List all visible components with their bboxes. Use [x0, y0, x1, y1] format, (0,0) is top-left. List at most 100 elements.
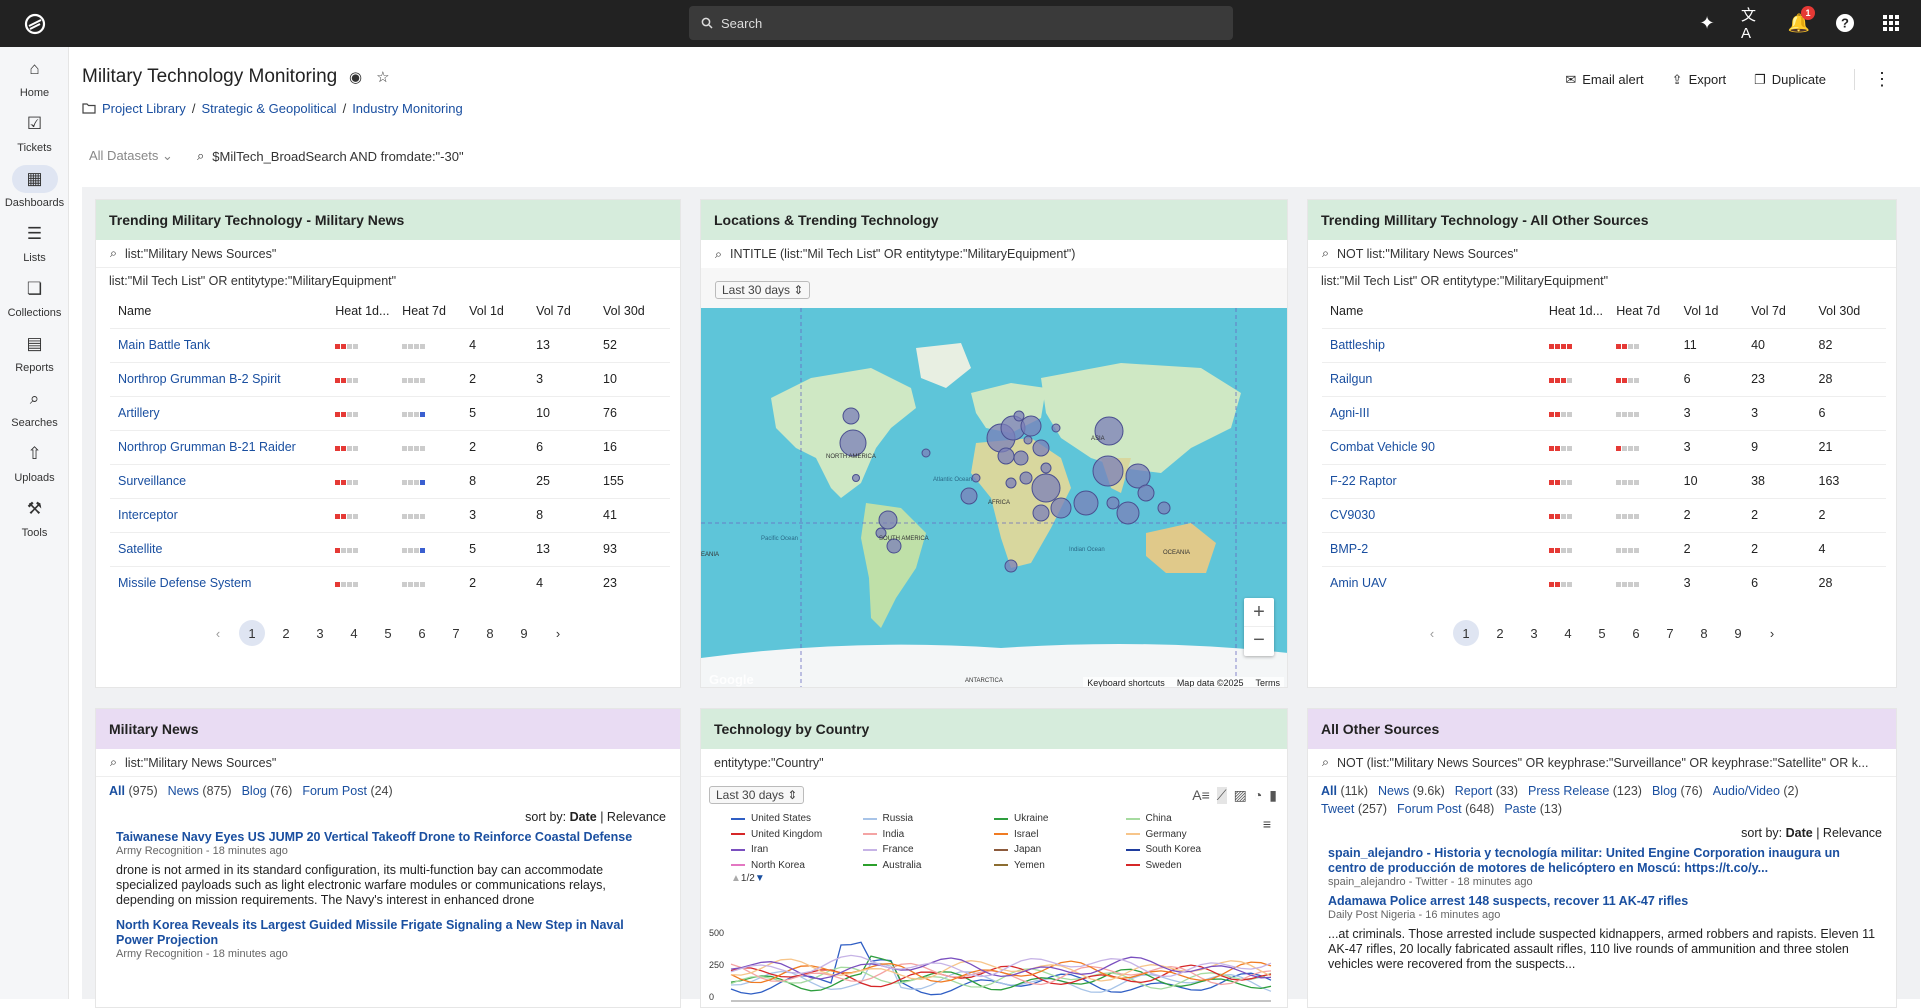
terms-link[interactable]: Terms — [1255, 678, 1281, 688]
filter-news[interactable]: News (875) — [168, 784, 232, 798]
chart-type-line-icon[interactable]: ⟋ — [1216, 787, 1227, 804]
legend-item[interactable]: Australia — [862, 860, 995, 872]
filter-audio-video[interactable]: Audio/Video (2) — [1713, 784, 1799, 798]
filter-press-release[interactable]: Press Release (123) — [1528, 784, 1642, 798]
sidebar-item-lists[interactable]: ☰ Lists — [0, 220, 69, 264]
column-header[interactable]: Name — [118, 303, 152, 318]
sidebar-item-reports[interactable]: ▤ Reports — [0, 330, 69, 374]
pager-page-5[interactable]: 5 — [384, 625, 392, 641]
date-range-select[interactable]: Last 30 days ⇕ — [709, 786, 805, 804]
news-title-link[interactable]: Taiwanese Navy Eyes US JUMP 20 Vertical … — [116, 830, 633, 844]
entity-link[interactable]: Combat Vehicle 90 — [1330, 440, 1435, 454]
breadcrumb-industry-monitoring[interactable]: Industry Monitoring — [352, 101, 463, 116]
world-map[interactable]: NORTH AMERICA SOUTH AMERICA AFRICA ASIA … — [701, 308, 1287, 688]
translate-icon[interactable]: 文A — [1741, 7, 1757, 42]
sort-date-option[interactable]: Date — [1785, 826, 1813, 840]
legend-item[interactable]: United States — [731, 813, 863, 825]
column-header[interactable]: Vol 7d — [1751, 303, 1786, 318]
export-button[interactable]: ⇪ Export — [1672, 72, 1726, 88]
legend-item[interactable]: North Korea — [731, 860, 863, 872]
sidebar-item-searches[interactable]: ⌕ Searches — [0, 385, 69, 429]
entity-link[interactable]: Amin UAV — [1330, 576, 1387, 591]
entity-link[interactable]: Missile Defense System — [118, 576, 252, 591]
pager-page-4[interactable]: 4 — [350, 625, 358, 641]
legend-item[interactable]: Russia — [862, 813, 995, 825]
filter-paste[interactable]: Paste (13) — [1504, 802, 1562, 816]
entity-link[interactable]: Artillery — [118, 406, 160, 420]
pager-page-2[interactable]: 2 — [282, 625, 290, 641]
column-header[interactable]: Vol 30d — [603, 303, 645, 318]
zoom-out-button[interactable]: − — [1253, 629, 1265, 651]
filter-all[interactable]: All (975) — [109, 784, 158, 798]
entity-link[interactable]: Surveillance — [118, 474, 187, 488]
filter-news[interactable]: News (9.6k) — [1378, 784, 1445, 798]
sidebar-item-tickets[interactable]: ☑ Tickets — [0, 110, 69, 154]
legend-item[interactable]: Germany — [1125, 829, 1258, 841]
pager-page-3[interactable]: 3 — [316, 625, 324, 641]
entity-link[interactable]: Agni-III — [1330, 406, 1370, 420]
filter-blog[interactable]: Blog (76) — [1652, 784, 1703, 798]
chart-type-pie-icon[interactable]: ◔ — [1253, 787, 1263, 803]
legend-item[interactable]: Ukraine — [994, 813, 1126, 825]
pager-page-3[interactable]: 3 — [1530, 625, 1538, 641]
legend-item[interactable]: Sweden — [1125, 860, 1258, 872]
pager-page-9[interactable]: 9 — [1734, 625, 1742, 641]
news-title-link[interactable]: North Korea Reveals its Largest Guided M… — [116, 918, 624, 947]
sidebar-item-home[interactable]: ⌂ Home — [0, 55, 69, 99]
pager-page-8[interactable]: 8 — [486, 625, 494, 641]
notifications-bell-icon[interactable]: 🔔 1 — [1787, 6, 1815, 35]
entity-link[interactable]: F-22 Raptor — [1330, 474, 1397, 488]
entity-link[interactable]: Northrop Grumman B-21 Raider — [118, 440, 296, 454]
entity-link[interactable]: Railgun — [1330, 372, 1373, 386]
column-header[interactable]: Vol 1d — [469, 303, 504, 318]
filter-forum-post[interactable]: Forum Post (24) — [302, 784, 392, 798]
chart-type-bar-icon[interactable]: ▮ — [1269, 787, 1277, 803]
filter-report[interactable]: Report (33) — [1455, 784, 1518, 798]
legend-item[interactable]: China — [1125, 813, 1258, 825]
app-logo-icon[interactable] — [22, 11, 48, 37]
legend-item[interactable]: Israel — [994, 829, 1126, 841]
filter-forum-post[interactable]: Forum Post (648) — [1397, 802, 1494, 816]
pager-page-6[interactable]: 6 — [1632, 625, 1640, 641]
email-alert-button[interactable]: ✉ Email alert — [1565, 72, 1643, 88]
filter-blog[interactable]: Blog (76) — [242, 784, 293, 798]
legend-item[interactable]: France — [862, 844, 995, 856]
pager-next-icon[interactable]: › — [1769, 625, 1775, 641]
pager-page-9[interactable]: 9 — [520, 625, 528, 641]
pager-next-icon[interactable]: › — [555, 625, 561, 641]
chart-type-text-icon[interactable]: A≡ — [1192, 787, 1210, 803]
pager-page-7[interactable]: 7 — [1666, 625, 1674, 641]
favorite-star-icon[interactable]: ☆ — [376, 69, 390, 86]
datasets-dropdown[interactable]: All Datasets ⌄ — [89, 148, 173, 164]
sort-date-option[interactable]: Date — [569, 810, 597, 824]
more-menu-icon[interactable]: ⋮ — [1854, 69, 1891, 90]
zoom-in-button[interactable]: + — [1244, 598, 1274, 627]
entity-link[interactable]: Interceptor — [118, 508, 178, 522]
panel-query[interactable]: ⌕ INTITLE (list:"Mil Tech List" OR entity… — [701, 240, 1287, 268]
pager-prev-icon[interactable]: ‹ — [215, 625, 221, 641]
column-header[interactable]: Vol 1d — [1683, 303, 1719, 318]
pager-page-6[interactable]: 6 — [418, 625, 426, 641]
column-header[interactable]: Heat 1d... — [1548, 303, 1604, 318]
column-header[interactable]: Heat 7d — [402, 303, 446, 318]
sidebar-item-uploads[interactable]: ⇧ Uploads — [0, 440, 69, 484]
panel-query[interactable]: ⌕ list:"Military News Sources" — [96, 240, 680, 268]
panel-query[interactable]: ⌕ NOT (list:"Military News Sources" OR ke… — [1308, 749, 1896, 777]
sort-relevance-option[interactable]: Relevance — [1822, 826, 1882, 840]
legend-next-icon[interactable]: ▼ — [754, 873, 765, 884]
pager-page-5[interactable]: 5 — [1598, 625, 1606, 641]
legend-item[interactable]: United Kingdom — [731, 829, 863, 841]
dashboard-query[interactable]: ⌕ $MilTech_BroadSearch AND fromdate:"-30… — [197, 148, 464, 164]
breadcrumb-strategic[interactable]: Strategic & Geopolitical — [201, 101, 337, 116]
pager-page-2[interactable]: 2 — [1496, 625, 1504, 641]
legend-item[interactable]: Japan — [994, 844, 1126, 856]
pager-page-7[interactable]: 7 — [452, 625, 460, 641]
entity-link[interactable]: Northrop Grumman B-2 Spirit — [118, 372, 281, 386]
panel-query[interactable]: ⌕ NOT list:"Military News Sources" — [1308, 240, 1896, 268]
help-icon[interactable]: ? — [1833, 11, 1857, 35]
pager-page-4[interactable]: 4 — [1564, 625, 1572, 641]
keyboard-shortcuts-link[interactable]: Keyboard shortcuts — [1087, 678, 1165, 688]
entity-link[interactable]: Satellite — [118, 542, 163, 556]
sidebar-item-collections[interactable]: ❏ Collections — [0, 275, 69, 319]
date-range-select[interactable]: Last 30 days ⇕ — [715, 281, 811, 299]
